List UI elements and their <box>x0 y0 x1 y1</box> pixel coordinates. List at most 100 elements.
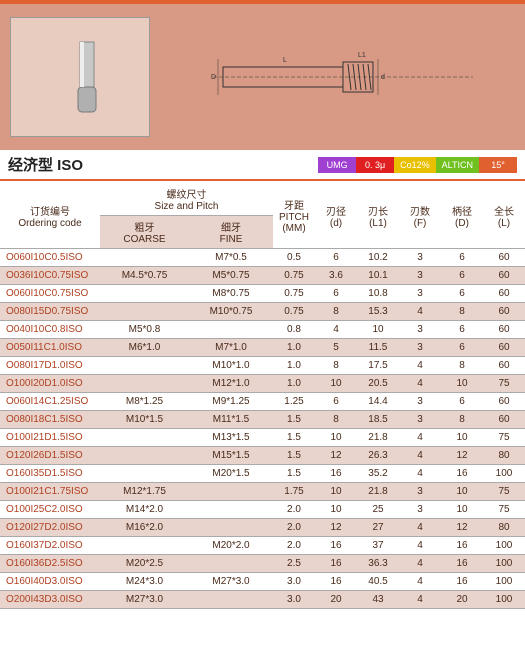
cell-d: 6 <box>315 249 357 267</box>
svg-text:d: d <box>381 74 385 81</box>
svg-text:L: L <box>283 57 287 64</box>
cell-pitch: 2.5 <box>273 555 315 573</box>
cell-coarse: M20*2.5 <box>100 555 189 573</box>
cell-fine: M10*0.75 <box>189 303 273 321</box>
cell-pitch: 0.75 <box>273 285 315 303</box>
badge: Co12% <box>394 157 436 173</box>
cell-pitch: 1.25 <box>273 393 315 411</box>
cell-d: 12 <box>315 447 357 465</box>
cell-f: 4 <box>399 465 441 483</box>
cell-pitch: 2.0 <box>273 519 315 537</box>
cell-l1: 40.5 <box>357 573 399 591</box>
cell-f: 4 <box>399 375 441 393</box>
cell-f: 4 <box>399 519 441 537</box>
cell-pitch: 1.5 <box>273 465 315 483</box>
cell-fine: M20*1.5 <box>189 465 273 483</box>
cell-code: O050I11C1.0ISO <box>0 339 100 357</box>
cell-coarse: M4.5*0.75 <box>100 267 189 285</box>
table-body: O060I10C0.5ISOM7*0.50.5610.23660O036I10C… <box>0 249 525 609</box>
cell-D: 10 <box>441 375 483 393</box>
cell-D: 8 <box>441 357 483 375</box>
cell-l1: 20.5 <box>357 375 399 393</box>
table-row: O040I10C0.8ISOM5*0.80.84103660 <box>0 321 525 339</box>
cell-f: 4 <box>399 573 441 591</box>
cell-coarse <box>100 375 189 393</box>
cell-pitch: 0.5 <box>273 249 315 267</box>
cell-fine: M20*2.0 <box>189 537 273 555</box>
th-D: 柄径(D) <box>441 183 483 249</box>
badge-strip: UMG0. 3μCo12%ALTICN15° <box>318 157 517 173</box>
cell-d: 5 <box>315 339 357 357</box>
cell-f: 3 <box>399 249 441 267</box>
cell-fine: M12*1.0 <box>189 375 273 393</box>
th-code: 订货编号Ordering code <box>0 183 100 249</box>
cell-coarse: M6*1.0 <box>100 339 189 357</box>
cell-L: 60 <box>483 303 525 321</box>
table-row: O100I21C1.75ISOM12*1.751.751021.831075 <box>0 483 525 501</box>
cell-D: 10 <box>441 483 483 501</box>
cell-D: 12 <box>441 519 483 537</box>
cell-l1: 35.2 <box>357 465 399 483</box>
svg-text:L1: L1 <box>358 52 366 59</box>
cell-fine <box>189 519 273 537</box>
cell-coarse: M16*2.0 <box>100 519 189 537</box>
cell-l1: 15.3 <box>357 303 399 321</box>
cell-l1: 18.5 <box>357 411 399 429</box>
cell-l1: 10.2 <box>357 249 399 267</box>
cell-pitch: 0.8 <box>273 321 315 339</box>
cell-L: 60 <box>483 285 525 303</box>
cell-f: 4 <box>399 429 441 447</box>
cell-l1: 10 <box>357 321 399 339</box>
cell-l1: 21.8 <box>357 429 399 447</box>
table-row: O200I43D3.0ISOM27*3.03.02043420100 <box>0 591 525 609</box>
cell-code: O040I10C0.8ISO <box>0 321 100 339</box>
cell-pitch: 2.0 <box>273 537 315 555</box>
cell-code: O060I10C0.75ISO <box>0 285 100 303</box>
cell-L: 75 <box>483 501 525 519</box>
cell-coarse <box>100 303 189 321</box>
th-coarse: 粗牙COARSE <box>100 216 189 249</box>
cell-l1: 11.5 <box>357 339 399 357</box>
cell-coarse: M10*1.5 <box>100 411 189 429</box>
table-row: O160I35D1.5ISOM20*1.51.51635.2416100 <box>0 465 525 483</box>
cell-L: 80 <box>483 519 525 537</box>
cell-L: 100 <box>483 555 525 573</box>
cell-D: 6 <box>441 321 483 339</box>
cell-l1: 14.4 <box>357 393 399 411</box>
cell-d: 6 <box>315 285 357 303</box>
cell-d: 4 <box>315 321 357 339</box>
badge: UMG <box>318 157 356 173</box>
cell-fine: M10*1.0 <box>189 357 273 375</box>
cell-fine <box>189 591 273 609</box>
cell-f: 4 <box>399 303 441 321</box>
cell-D: 10 <box>441 501 483 519</box>
table-row: O160I36D2.5ISOM20*2.52.51636.3416100 <box>0 555 525 573</box>
th-l1: 刃长(L1) <box>357 183 399 249</box>
cell-coarse <box>100 429 189 447</box>
cell-f: 3 <box>399 483 441 501</box>
cell-L: 100 <box>483 465 525 483</box>
cell-code: O080I15D0.75ISO <box>0 303 100 321</box>
cell-pitch: 3.0 <box>273 591 315 609</box>
cell-l1: 26.3 <box>357 447 399 465</box>
cell-code: O080I17D1.0ISO <box>0 357 100 375</box>
cell-d: 3.6 <box>315 267 357 285</box>
svg-text:D: D <box>211 74 216 81</box>
table-row: O036I10C0.75ISOM4.5*0.75M5*0.750.753.610… <box>0 267 525 285</box>
cell-coarse: M12*1.75 <box>100 483 189 501</box>
cell-fine: M27*3.0 <box>189 573 273 591</box>
cell-L: 100 <box>483 537 525 555</box>
cell-f: 4 <box>399 357 441 375</box>
badge: ALTICN <box>436 157 479 173</box>
cell-L: 100 <box>483 591 525 609</box>
table-row: O080I15D0.75ISOM10*0.750.75815.34860 <box>0 303 525 321</box>
cell-l1: 17.5 <box>357 357 399 375</box>
tech-diagram: L L1 D d <box>170 37 515 117</box>
cell-l1: 21.8 <box>357 483 399 501</box>
cell-code: O160I40D3.0ISO <box>0 573 100 591</box>
cell-fine <box>189 555 273 573</box>
cell-D: 16 <box>441 537 483 555</box>
page-title: 经济型 ISO <box>8 154 83 175</box>
cell-L: 60 <box>483 393 525 411</box>
cell-D: 12 <box>441 447 483 465</box>
